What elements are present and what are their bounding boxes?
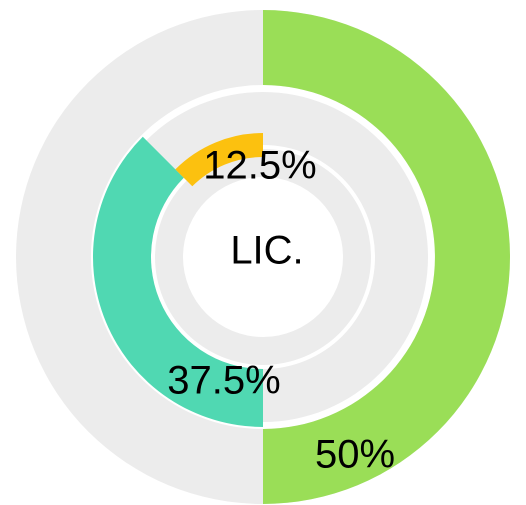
ring-segment bbox=[175, 133, 263, 187]
center-label: LIC. bbox=[230, 229, 303, 273]
value-label: 50% bbox=[315, 433, 395, 477]
rings bbox=[16, 10, 510, 504]
value-label: 37.5% bbox=[167, 359, 280, 403]
value-label: 12.5% bbox=[203, 144, 316, 188]
ring-segment bbox=[263, 10, 510, 504]
ring-segment bbox=[92, 136, 263, 427]
